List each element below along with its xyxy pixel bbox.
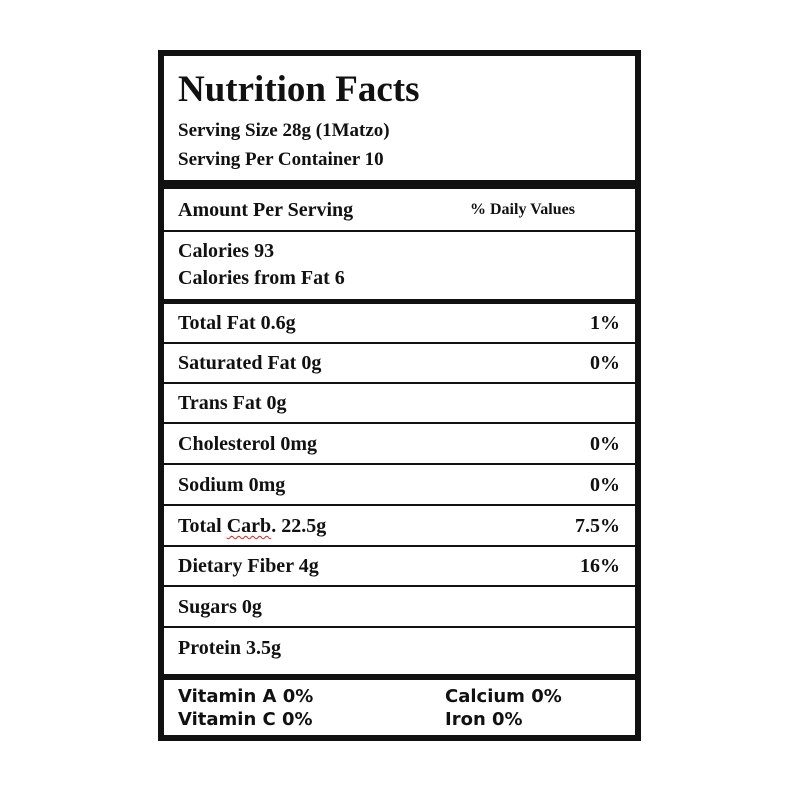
- nutrient-name: Total Fat 0.6g: [178, 312, 296, 334]
- amount-per-serving-row: Amount Per Serving % Daily Values: [164, 189, 635, 232]
- nutrient-row-total-carb: Total Carb. 22.5g 7.5%: [164, 507, 635, 547]
- nutrient-name-suffix: . 22.5g: [271, 515, 327, 537]
- iron-value: Iron 0%: [445, 709, 523, 730]
- nutrient-row-saturated-fat: Saturated Fat 0g 0%: [164, 344, 635, 384]
- bottom-thick-divider: [164, 674, 635, 680]
- nutrition-facts-label: Nutrition Facts Serving Size 28g (1Matzo…: [158, 50, 641, 741]
- nutrient-name: Protein 3.5g: [178, 637, 281, 659]
- calcium-value: Calcium 0%: [445, 686, 562, 707]
- nutrient-row-protein: Protein 3.5g: [164, 629, 635, 669]
- nutrient-row-cholesterol: Cholesterol 0mg 0%: [164, 425, 635, 465]
- thick-divider: [164, 180, 635, 189]
- nutrient-name: Trans Fat 0g: [178, 392, 287, 414]
- nutrient-name: Saturated Fat 0g: [178, 352, 322, 374]
- nutrient-name-prefix: Total: [178, 515, 227, 537]
- servings-per-container: Serving Per Container 10: [178, 149, 384, 170]
- calories-from-fat-value: Calories from Fat 6: [178, 267, 345, 289]
- vitamins-section: Vitamin A 0% Vitamin C 0% Calcium 0% Iro…: [164, 680, 635, 735]
- nutrient-daily-value: 0%: [590, 474, 620, 496]
- nutrient-daily-value: 7.5%: [575, 515, 620, 537]
- nutrient-name: Dietary Fiber 4g: [178, 555, 319, 577]
- nutrient-daily-value: 1%: [590, 312, 620, 334]
- nutrient-name: Sodium 0mg: [178, 474, 286, 496]
- nutrients-list: Total Fat 0.6g 1% Saturated Fat 0g 0% Tr…: [164, 304, 635, 674]
- calories-section: Calories 93 Calories from Fat 6: [164, 232, 635, 299]
- nutrient-daily-value: 0%: [590, 352, 620, 374]
- amount-per-serving-label: Amount Per Serving: [178, 199, 354, 221]
- calories-value: Calories 93: [178, 240, 275, 262]
- nutrient-row-total-fat: Total Fat 0.6g 1%: [164, 304, 635, 344]
- nutrient-row-sugars: Sugars 0g: [164, 588, 635, 628]
- nutrient-row-sodium: Sodium 0mg 0%: [164, 466, 635, 506]
- nutrient-row-dietary-fiber: Dietary Fiber 4g 16%: [164, 547, 635, 587]
- vitamin-c-value: Vitamin C 0%: [178, 709, 313, 730]
- nutrient-daily-value: 0%: [590, 433, 620, 455]
- label-header: Nutrition Facts Serving Size 28g (1Matzo…: [164, 56, 635, 180]
- nutrient-name: Cholesterol 0mg: [178, 433, 318, 455]
- vitamin-a-value: Vitamin A 0%: [178, 686, 314, 707]
- spellcheck-flagged-word: Carb: [226, 515, 272, 537]
- nutrient-name: Total Carb. 22.5g: [178, 515, 326, 538]
- nutrient-name: Sugars 0g: [178, 596, 262, 618]
- nutrient-row-trans-fat: Trans Fat 0g: [164, 384, 635, 424]
- medium-divider: [164, 299, 635, 304]
- nutrient-daily-value: 16%: [580, 555, 620, 577]
- serving-size: Serving Size 28g (1Matzo): [178, 120, 390, 141]
- daily-values-header: % Daily Values: [470, 201, 575, 218]
- label-title: Nutrition Facts: [178, 69, 420, 110]
